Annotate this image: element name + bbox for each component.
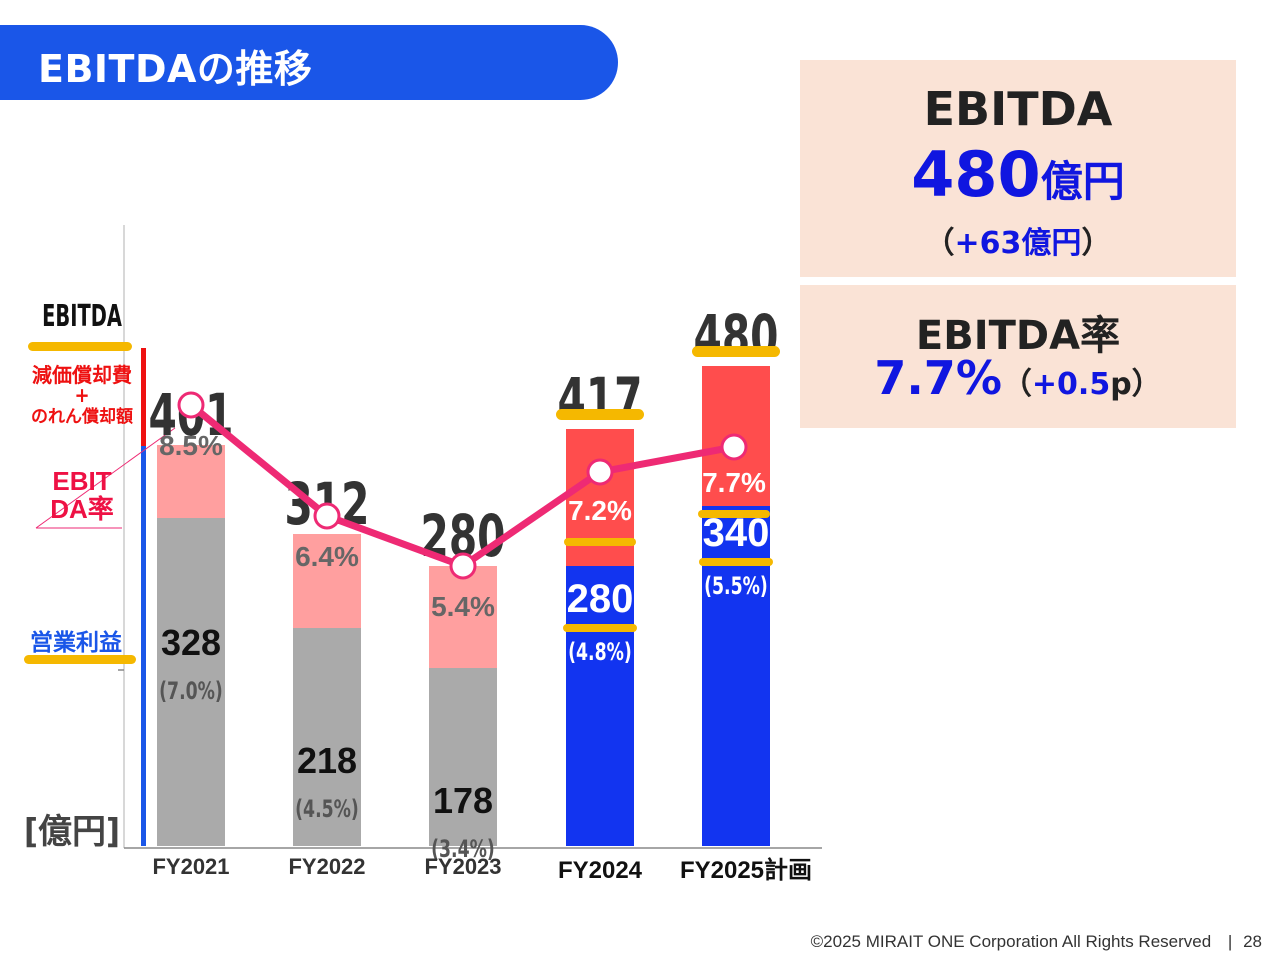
rate-label-fy2021: 8.5% bbox=[159, 430, 223, 461]
ebitda-rate-summary-label: EBITDA率 bbox=[915, 313, 1121, 359]
depreciation-label-line2: のれん償却額 bbox=[31, 406, 133, 427]
page-number: 28 bbox=[1243, 932, 1262, 951]
ebitda-summary-box: EBITDA 480億円 （+63億円） bbox=[800, 60, 1236, 277]
ebitda-label-highlight bbox=[28, 342, 132, 351]
footer: ©2025 MIRAIT ONE Corporation All Rights … bbox=[811, 932, 1262, 952]
rate-label-fy2023: 5.4% bbox=[431, 591, 495, 622]
paren-close: ） bbox=[1131, 367, 1162, 402]
ebitda-rate-summary-box: EBITDA率 7.7%（+0.5p） bbox=[800, 285, 1236, 428]
operating-pct-fy2023: (3.4%) bbox=[431, 836, 495, 864]
bar-operating-fy2021 bbox=[157, 518, 225, 846]
ebitda-rate-label-line2: DA率 bbox=[50, 494, 114, 524]
operating-profit-highlight bbox=[24, 655, 136, 664]
bar-operating-fy2024 bbox=[566, 566, 634, 846]
operating-value-fy2023: 178 bbox=[433, 780, 493, 821]
ebitda-summary-label: EBITDA bbox=[923, 82, 1113, 136]
rate-point-fy2024 bbox=[586, 458, 614, 486]
x-tick-fy2025-: FY2025計画 bbox=[680, 856, 812, 884]
ebitda-rate-change-unit: p bbox=[1110, 367, 1132, 402]
bar-depreciation-fy2021 bbox=[157, 445, 225, 518]
operating-pct-fy2024: (4.8%) bbox=[568, 639, 632, 667]
rate-point-fy2025- bbox=[720, 433, 748, 461]
ebitda-rate-summary-row: 7.7%（+0.5p） bbox=[800, 351, 1236, 405]
paren-open: （ bbox=[1001, 367, 1032, 402]
operating-value-fy2021: 328 bbox=[161, 622, 221, 663]
rate-point-fy2023 bbox=[449, 552, 477, 580]
footer-separator: | bbox=[1227, 932, 1233, 951]
rate-label-fy2024: 7.2% bbox=[568, 495, 632, 526]
operating-highlight-fy2024 bbox=[563, 624, 637, 632]
rate-highlight-fy2025- bbox=[698, 510, 770, 518]
paren-open: （ bbox=[924, 226, 955, 261]
ebitda-summary-value: 480 bbox=[911, 138, 1041, 211]
operating-value-fy2024: 280 bbox=[567, 577, 634, 621]
rate-highlight-fy2024 bbox=[564, 538, 636, 546]
total-label-fy2025-: 480 bbox=[694, 304, 779, 371]
ebitda-summary-change: +63億円 bbox=[954, 226, 1082, 261]
copyright-text: ©2025 MIRAIT ONE Corporation All Rights … bbox=[810, 932, 1212, 951]
bar-operating-fy2022 bbox=[293, 628, 361, 846]
rate-leader-line bbox=[35, 427, 176, 529]
rate-label-fy2022: 6.4% bbox=[295, 541, 359, 572]
total-label-fy2024: 417 bbox=[558, 367, 643, 434]
rate-point-fy2021 bbox=[177, 391, 205, 419]
ebitda-rate-summary-value: 7.7% bbox=[874, 351, 1002, 405]
depreciation-label-line1: 減価償却費 bbox=[32, 363, 132, 387]
operating-value-fy2025-: 340 bbox=[703, 511, 770, 555]
paren-close: ） bbox=[1081, 226, 1112, 261]
operating-pct-fy2022: (4.5%) bbox=[295, 796, 359, 824]
x-tick-fy2024: FY2024 bbox=[558, 857, 643, 884]
x-tick-fy2022: FY2022 bbox=[288, 854, 365, 879]
bar-operating-fy2023 bbox=[429, 668, 497, 846]
operating-pct-fy2021: (7.0%) bbox=[159, 678, 223, 706]
title-banner bbox=[0, 25, 618, 100]
x-tick-fy2023: FY2023 bbox=[424, 854, 501, 879]
ebitda-summary-value-row: 480億円 bbox=[800, 138, 1236, 211]
bar-depreciation-fy2023 bbox=[429, 566, 497, 668]
operating-highlight-fy2025- bbox=[699, 558, 773, 566]
ebitda-summary-change-row: （+63億円） bbox=[800, 218, 1236, 262]
operating-profit-label: 営業利益 bbox=[30, 629, 122, 656]
operating-value-fy2022: 218 bbox=[297, 740, 357, 781]
ebitda-rate-summary-change: +0.5 bbox=[1031, 367, 1111, 402]
ebitda-axis-label: EBITDA bbox=[42, 300, 122, 334]
operating-guide-bar bbox=[141, 446, 146, 846]
bar-depreciation-fy2022 bbox=[293, 534, 361, 628]
rate-point-fy2022 bbox=[313, 502, 341, 530]
operating-pct-fy2025-: (5.5%) bbox=[704, 573, 768, 601]
rate-label-fy2025-: 7.7% bbox=[702, 467, 766, 498]
total-highlight-fy2025- bbox=[692, 346, 780, 357]
ebitda-summary-unit: 億円 bbox=[1040, 157, 1125, 206]
total-highlight-fy2024 bbox=[556, 409, 644, 420]
x-tick-fy2021: FY2021 bbox=[152, 854, 229, 879]
page-title: EBITDAの推移 bbox=[38, 47, 313, 91]
bar-operating-fy2025- bbox=[702, 506, 770, 846]
depreciation-guide-bar bbox=[141, 348, 146, 446]
unit-label: [億円] bbox=[24, 812, 120, 852]
ebitda-rate-label-line1: EBIT bbox=[52, 466, 111, 496]
depreciation-label-plus: + bbox=[74, 383, 89, 407]
